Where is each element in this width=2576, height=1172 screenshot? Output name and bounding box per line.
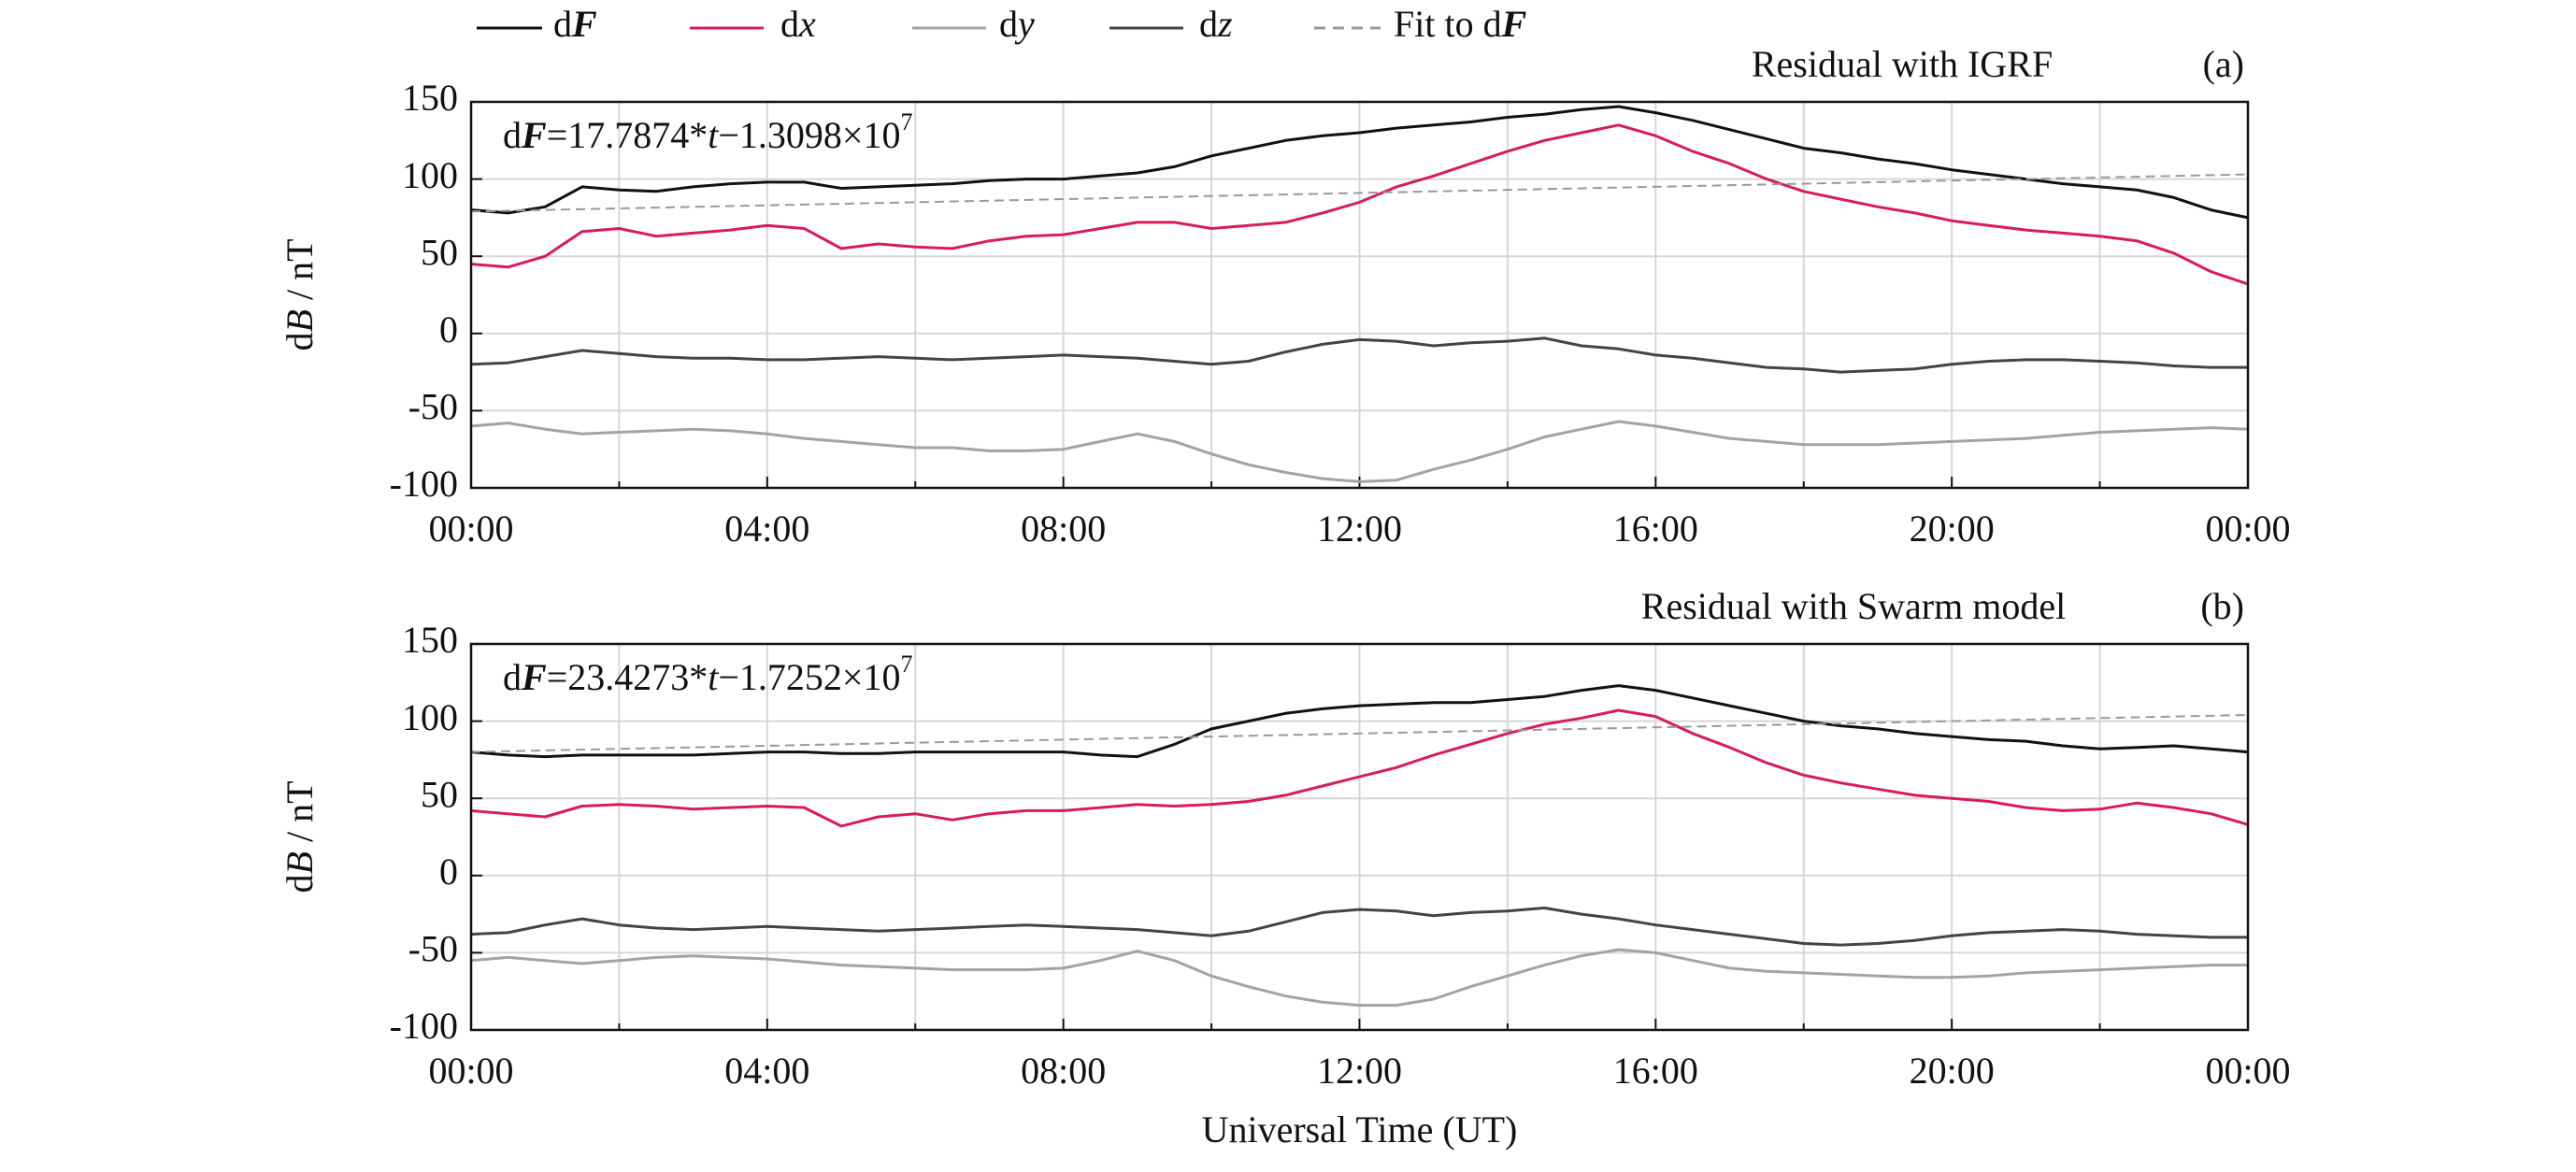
equation-part: d [503,656,522,698]
x-tick-label: 04:00 [724,1050,809,1092]
legend-label: dy [999,3,1035,45]
equation: dF=17.7874*t−1.3098×107 [503,108,913,156]
equation-part: =17.7874* [547,114,708,156]
y-tick-label: 150 [402,619,458,661]
x-tick-label: 00:00 [2205,1050,2290,1092]
y-tick-label: 100 [402,154,458,196]
y-tick-label: 50 [421,231,458,273]
x-tick-label: 16:00 [1613,507,1698,550]
fit-line [470,714,2249,753]
series-line [470,105,2249,220]
x-tick-label: 00:00 [428,507,513,550]
series-line [470,684,2249,759]
x-tick-label: 12:00 [1317,1050,1402,1092]
x-tick-label: 20:00 [1910,1050,1995,1092]
x-tick-label: 00:00 [428,1050,513,1092]
y-tick-label: 0 [439,308,458,350]
legend-label: dF [553,3,597,45]
equation-part: F [521,114,547,156]
y-tick-label: 50 [421,773,458,815]
x-tick-label: 20:00 [1910,507,1995,550]
panel-title: Residual with Swarm model [1641,585,2066,627]
x-tick-label: 04:00 [724,507,809,550]
legend-label: dz [1199,3,1233,45]
y-tick-label: 0 [439,850,458,893]
fit-line [470,173,2249,213]
equation-part: t [708,114,719,156]
plot-frame [469,642,2250,1032]
panel-label: (a) [2203,43,2244,85]
y-tick-label: 150 [402,77,458,119]
y-tick-label: 100 [402,696,458,738]
series-line [470,123,2249,286]
equation-part: −1.3098×10 [718,114,900,156]
legend-label: dx [780,3,816,45]
panel: -100 -50 0 50 100 150 00:00 04:00 08:00 12:00 16:0… [279,43,2290,550]
equation-part: F [521,656,547,698]
series-line [470,907,2248,947]
equation-part: 7 [901,108,913,136]
equation-part: =23.4273* [547,656,708,698]
x-axis-label: Universal Time (UT) [1202,1108,1518,1151]
y-tick-label: -100 [390,1005,458,1047]
y-tick-label: -50 [408,386,458,428]
series-line [470,336,2248,374]
x-tick-label: 16:00 [1613,1050,1698,1092]
panel-label: (b) [2200,585,2244,627]
y-tick-label: -50 [408,928,458,970]
y-axis-label: dB / nT [279,239,321,351]
panel-title: Residual with IGRF [1752,43,2053,85]
x-tick-label: 00:00 [2205,507,2290,550]
equation-part: t [708,656,719,698]
plot-frame [469,100,2250,490]
x-tick-label: 12:00 [1317,507,1402,550]
equation-part: −1.7252×10 [718,656,900,698]
x-tick-label: 08:00 [1021,507,1106,550]
equation-part: d [503,114,522,156]
y-tick-label: -100 [390,463,458,505]
x-tick-label: 08:00 [1021,1050,1106,1092]
series-line [470,948,2248,1008]
panel: -100 -50 0 50 100 150 00:00 04:00 08:00 12:00 16:0… [279,585,2290,1151]
series-line [470,708,2249,828]
equation: dF=23.4273*t−1.7252×107 [503,650,913,698]
equation-part: 7 [901,650,913,678]
legend-label: Fit to dF [1394,3,1527,45]
y-axis-label: dB / nT [279,781,321,893]
series-line [470,420,2249,483]
